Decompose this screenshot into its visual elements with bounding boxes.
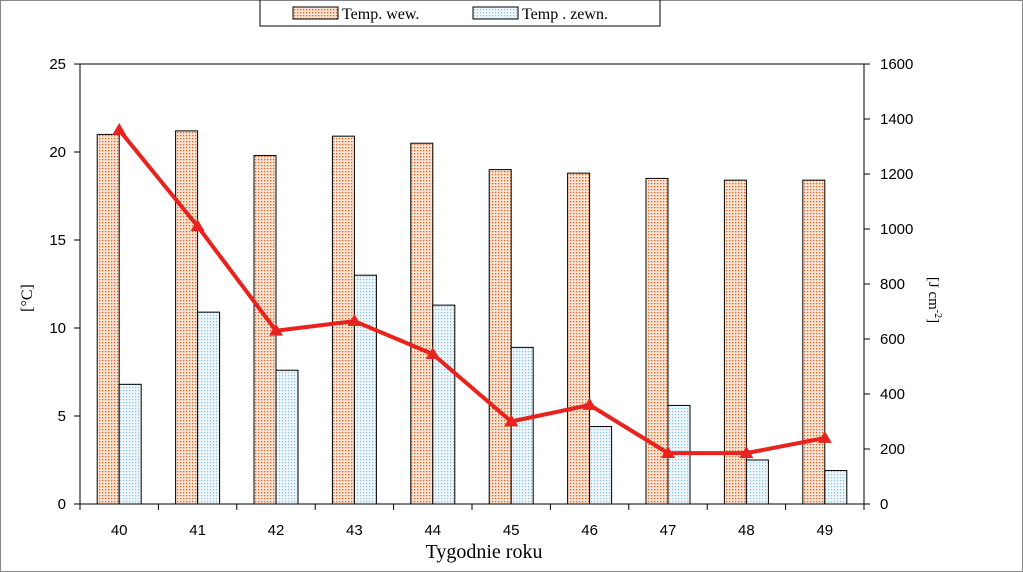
- x-tick-label-5: 45: [503, 522, 520, 539]
- bar-zewn-43: [353, 274, 377, 505]
- right-tick-label-3: 600: [880, 331, 905, 348]
- x-tick-label-0: 40: [111, 522, 128, 539]
- right-tick-label-7: 1400: [880, 111, 913, 128]
- radiation-point-41: [190, 219, 205, 232]
- right-tick-label-4: 800: [880, 276, 905, 293]
- right-tick-label-6: 1200: [880, 166, 913, 183]
- bar-zewn-44: [432, 304, 456, 505]
- x-tick-label-1: 41: [189, 522, 206, 539]
- x-tick-label-9: 49: [816, 522, 833, 539]
- y-axis-label-right-sup: -2: [932, 310, 943, 318]
- legend-swatch-zewn: [472, 6, 519, 20]
- left-tick-label-1: 5: [58, 408, 66, 425]
- radiation-point-40: [112, 123, 127, 135]
- bar-wew-41: [175, 130, 199, 505]
- legend: Temp. wew. Temp . zewn.: [259, 0, 661, 27]
- legend-swatch-wew: [292, 6, 339, 20]
- x-tick-label-2: 42: [268, 522, 285, 539]
- x-axis-label: Tygodnie roku: [426, 541, 543, 563]
- radiation-point-45: [504, 414, 519, 427]
- bar-wew-45: [488, 169, 512, 505]
- x-axis: 40 41 42 43 44 45 46 47 48 49: [79, 504, 865, 539]
- radiation-line: [117, 128, 826, 456]
- right-axis: 0 200 400 600 800 1000 1200 1400 1600: [864, 56, 913, 513]
- radiation-point-49: [817, 431, 832, 443]
- left-tick-label-5: 25: [49, 56, 66, 73]
- bar-zewn-48: [745, 459, 769, 505]
- bar-wew-44: [410, 142, 434, 505]
- left-tick-label-4: 20: [49, 144, 66, 161]
- radiation-point-48: [739, 446, 754, 459]
- y-axis-label-right: [J cm-2]: [925, 277, 943, 323]
- radiation-point-44: [425, 347, 440, 360]
- x-tick-label-4: 44: [424, 522, 441, 539]
- bar-zewn-40: [118, 383, 142, 505]
- radiation-point-46: [582, 398, 597, 410]
- left-axis: 0 5 10 15 20 25: [49, 56, 80, 513]
- x-tick-label-3: 43: [346, 522, 363, 539]
- bar-wew-47: [645, 177, 669, 505]
- right-tick-label-0: 0: [880, 496, 888, 513]
- bar-series: [96, 130, 848, 505]
- left-tick-label-0: 0: [58, 496, 66, 513]
- left-tick-label-3: 15: [49, 232, 66, 249]
- x-tick-label-7: 47: [660, 522, 677, 539]
- bar-wew-46: [567, 172, 591, 505]
- right-tick-label-1: 200: [880, 441, 905, 458]
- bar-zewn-41: [197, 311, 221, 505]
- radiation-point-43: [347, 314, 362, 327]
- right-tick-label-2: 400: [880, 386, 905, 403]
- y-axis-label-left: [°C]: [19, 284, 36, 312]
- x-tick-label-8: 48: [738, 522, 755, 539]
- bar-wew-49: [802, 179, 826, 505]
- y-axis-label-right-base: [J cm: [925, 277, 941, 310]
- radiation-point-42: [269, 323, 283, 336]
- bar-zewn-49: [824, 470, 848, 505]
- right-tick-label-8: 1600: [880, 56, 913, 73]
- bar-wew-40: [96, 133, 120, 505]
- legend-label-wew: Temp. wew.: [342, 6, 419, 23]
- bar-zewn-46: [589, 426, 613, 505]
- right-tick-label-5: 1000: [880, 221, 913, 238]
- bar-zewn-42: [275, 369, 299, 505]
- legend-label-zewn: Temp . zewn.: [522, 6, 608, 23]
- radiation-point-47: [661, 446, 675, 459]
- y-axis-label-right-close: ]: [925, 318, 941, 323]
- bar-wew-48: [723, 179, 747, 505]
- left-tick-label-2: 10: [49, 320, 66, 337]
- line-series: [112, 123, 832, 459]
- x-tick-label-6: 46: [581, 522, 598, 539]
